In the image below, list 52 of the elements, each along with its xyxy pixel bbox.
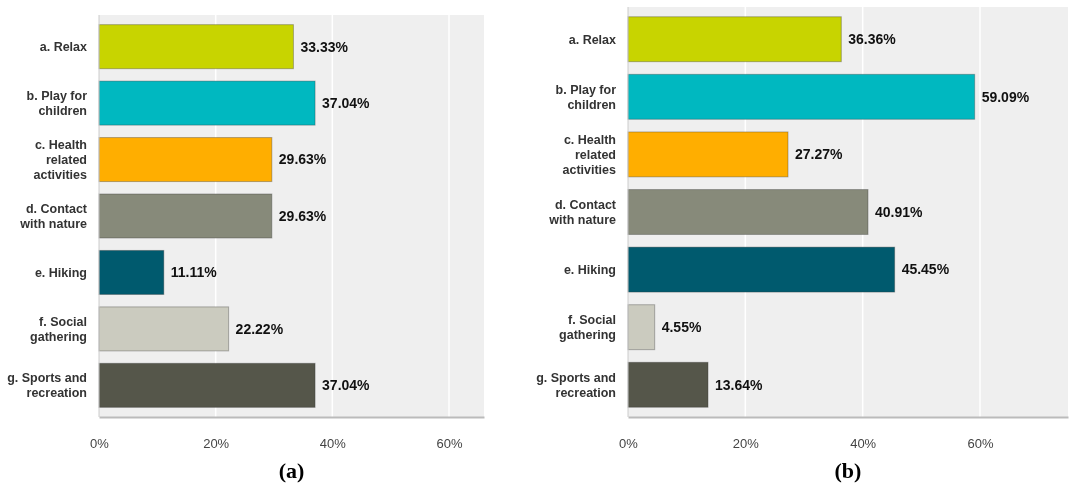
- y-tick-label: f. Social gathering: [559, 313, 616, 343]
- y-tick-label: g. Sports and recreation: [536, 370, 616, 400]
- data-label: 37.04%: [322, 95, 371, 112]
- y-tick-label: a. Relax: [39, 40, 88, 55]
- y-tick-label: d. Contact with nature: [19, 201, 88, 231]
- data-label: 11.11%: [170, 264, 218, 281]
- x-tick-label: 20%: [203, 436, 230, 452]
- y-tick-label: e. Hiking: [34, 265, 87, 280]
- data-label: 59.09%: [981, 88, 1030, 105]
- bar: [627, 304, 656, 351]
- x-tick-label: 0%: [90, 436, 110, 452]
- y-tick-label: c. Health related activities: [562, 132, 617, 177]
- x-tick-label: 60%: [436, 436, 463, 452]
- y-tick-label: a. Relax: [568, 32, 617, 47]
- bar: [98, 193, 273, 239]
- data-label: 36.36%: [848, 31, 897, 48]
- bar: [98, 137, 273, 183]
- data-label: 45.45%: [901, 261, 950, 278]
- x-tick-label: 40%: [319, 436, 347, 452]
- data-label: 40.91%: [875, 203, 924, 220]
- y-tick-label: f. Social gathering: [30, 314, 87, 344]
- data-label: 22.22%: [235, 320, 284, 337]
- x-tick-label: 0%: [619, 436, 639, 452]
- bar: [98, 249, 165, 295]
- bar: [627, 189, 869, 235]
- bar: [98, 80, 316, 126]
- data-label: 29.63%: [278, 207, 327, 224]
- y-tick-label: b. Play for children: [555, 82, 617, 112]
- y-tick-label: g. Sports and recreation: [7, 371, 87, 401]
- data-label: 4.55%: [661, 319, 702, 336]
- bar: [627, 246, 896, 293]
- bar: [98, 306, 230, 352]
- x-tick-label: 60%: [967, 436, 994, 452]
- data-label: 29.63%: [278, 151, 327, 168]
- bar: [627, 16, 842, 63]
- x-tick-label: 20%: [732, 436, 760, 452]
- data-label: 37.04%: [322, 377, 371, 394]
- y-tick-label: d. Contact with nature: [548, 197, 617, 227]
- data-label: 13.64%: [715, 376, 764, 393]
- bar: [627, 131, 789, 178]
- data-label: 33.33%: [300, 38, 349, 55]
- bar: [627, 361, 709, 408]
- bar: [98, 24, 294, 70]
- data-label: 27.27%: [794, 146, 844, 163]
- text: (a): [278, 458, 305, 483]
- y-tick-label: b. Play for children: [26, 88, 88, 118]
- y-tick-label: e. Hiking: [563, 262, 616, 277]
- y-tick-label: c. Health related activities: [33, 137, 88, 182]
- bar: [98, 362, 316, 408]
- x-tick-label: 40%: [850, 436, 877, 452]
- bar: [627, 73, 976, 120]
- text: (b): [834, 458, 862, 483]
